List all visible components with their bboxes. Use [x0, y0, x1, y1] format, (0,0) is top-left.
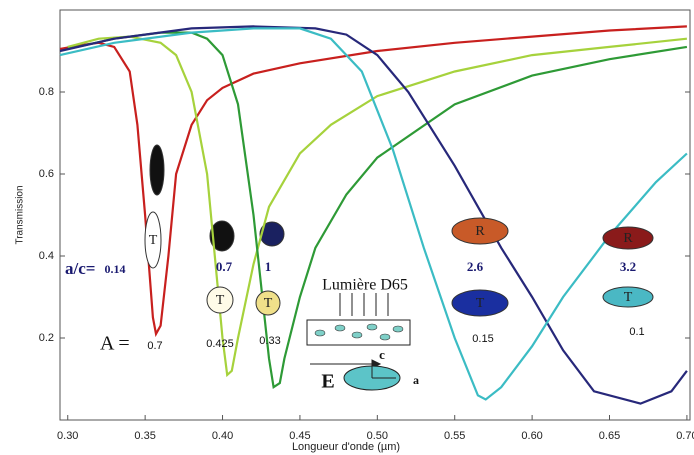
x-tick-label: 0.45 [289, 430, 310, 442]
series-line [67, 35, 688, 378]
annotation: 1 [265, 259, 272, 274]
annotation: 0.33 [259, 335, 280, 347]
particle [366, 323, 378, 331]
x-axis-label: Longueur d'onde (µm) [292, 441, 400, 453]
x-tick-label: 0.55 [444, 430, 465, 442]
y-axis-label: Transmission [15, 185, 26, 244]
particles [149, 144, 285, 252]
annotation: Lumière D65 [322, 277, 408, 294]
particle-shape [602, 286, 654, 308]
sample-box [306, 319, 411, 346]
annotation: 0.15 [472, 333, 493, 345]
particle-shape [209, 220, 235, 252]
x-tick-label: 0.65 [599, 430, 620, 442]
annotation: 2.6 [467, 259, 484, 274]
particle-shape [602, 226, 654, 250]
particle-shape [259, 221, 285, 247]
x-tick-label: 0.35 [134, 430, 155, 442]
particle [379, 333, 391, 341]
particle-shape [144, 211, 162, 269]
particle-shape [206, 286, 234, 314]
annotation: 0.14 [105, 262, 126, 276]
annotation: 3.2 [620, 259, 636, 274]
annotation: A = [100, 333, 130, 355]
plot-frame [59, 9, 691, 421]
particle [334, 324, 346, 332]
x-tick-label: 0.60 [521, 430, 542, 442]
annotation: 0.7 [147, 340, 162, 352]
particle [392, 325, 404, 333]
particle-shape [451, 217, 509, 245]
particle-label: R [623, 231, 633, 246]
annotation: a/c= [65, 259, 95, 278]
particle-label: R [475, 224, 485, 239]
particle-shape [451, 289, 509, 317]
annotation: 0.1 [629, 326, 644, 338]
particle-label: T [216, 293, 225, 308]
annotation: 0.7 [216, 259, 233, 274]
annotation: a [413, 373, 419, 387]
diagram [306, 293, 411, 391]
particle-shape [149, 144, 165, 196]
series-line [59, 25, 688, 405]
particle-label: T [624, 290, 633, 305]
x-tick-label: 0.50 [367, 430, 388, 442]
x-tick-label: 0.40 [212, 430, 233, 442]
y-tick-label: 0.6 [39, 168, 54, 180]
series-line [59, 27, 688, 401]
y-tick-label: 0.2 [39, 332, 54, 344]
particle-label: T [264, 296, 273, 311]
annotation: c [379, 347, 385, 362]
x-tick-label: 0.30 [57, 430, 78, 442]
particle [314, 329, 326, 337]
series-line [67, 31, 688, 390]
y-tick-label: 0.4 [39, 250, 54, 262]
y-tick-label: 0.8 [39, 86, 54, 98]
series-line [59, 25, 687, 338]
annotation: 0.425 [206, 338, 234, 350]
annotation: E [321, 371, 334, 393]
particle-label: T [476, 296, 485, 311]
particle [351, 331, 363, 339]
particle-shape [255, 290, 281, 316]
particle-label: T [149, 233, 158, 248]
x-tick-label: 0.70 [676, 430, 694, 442]
